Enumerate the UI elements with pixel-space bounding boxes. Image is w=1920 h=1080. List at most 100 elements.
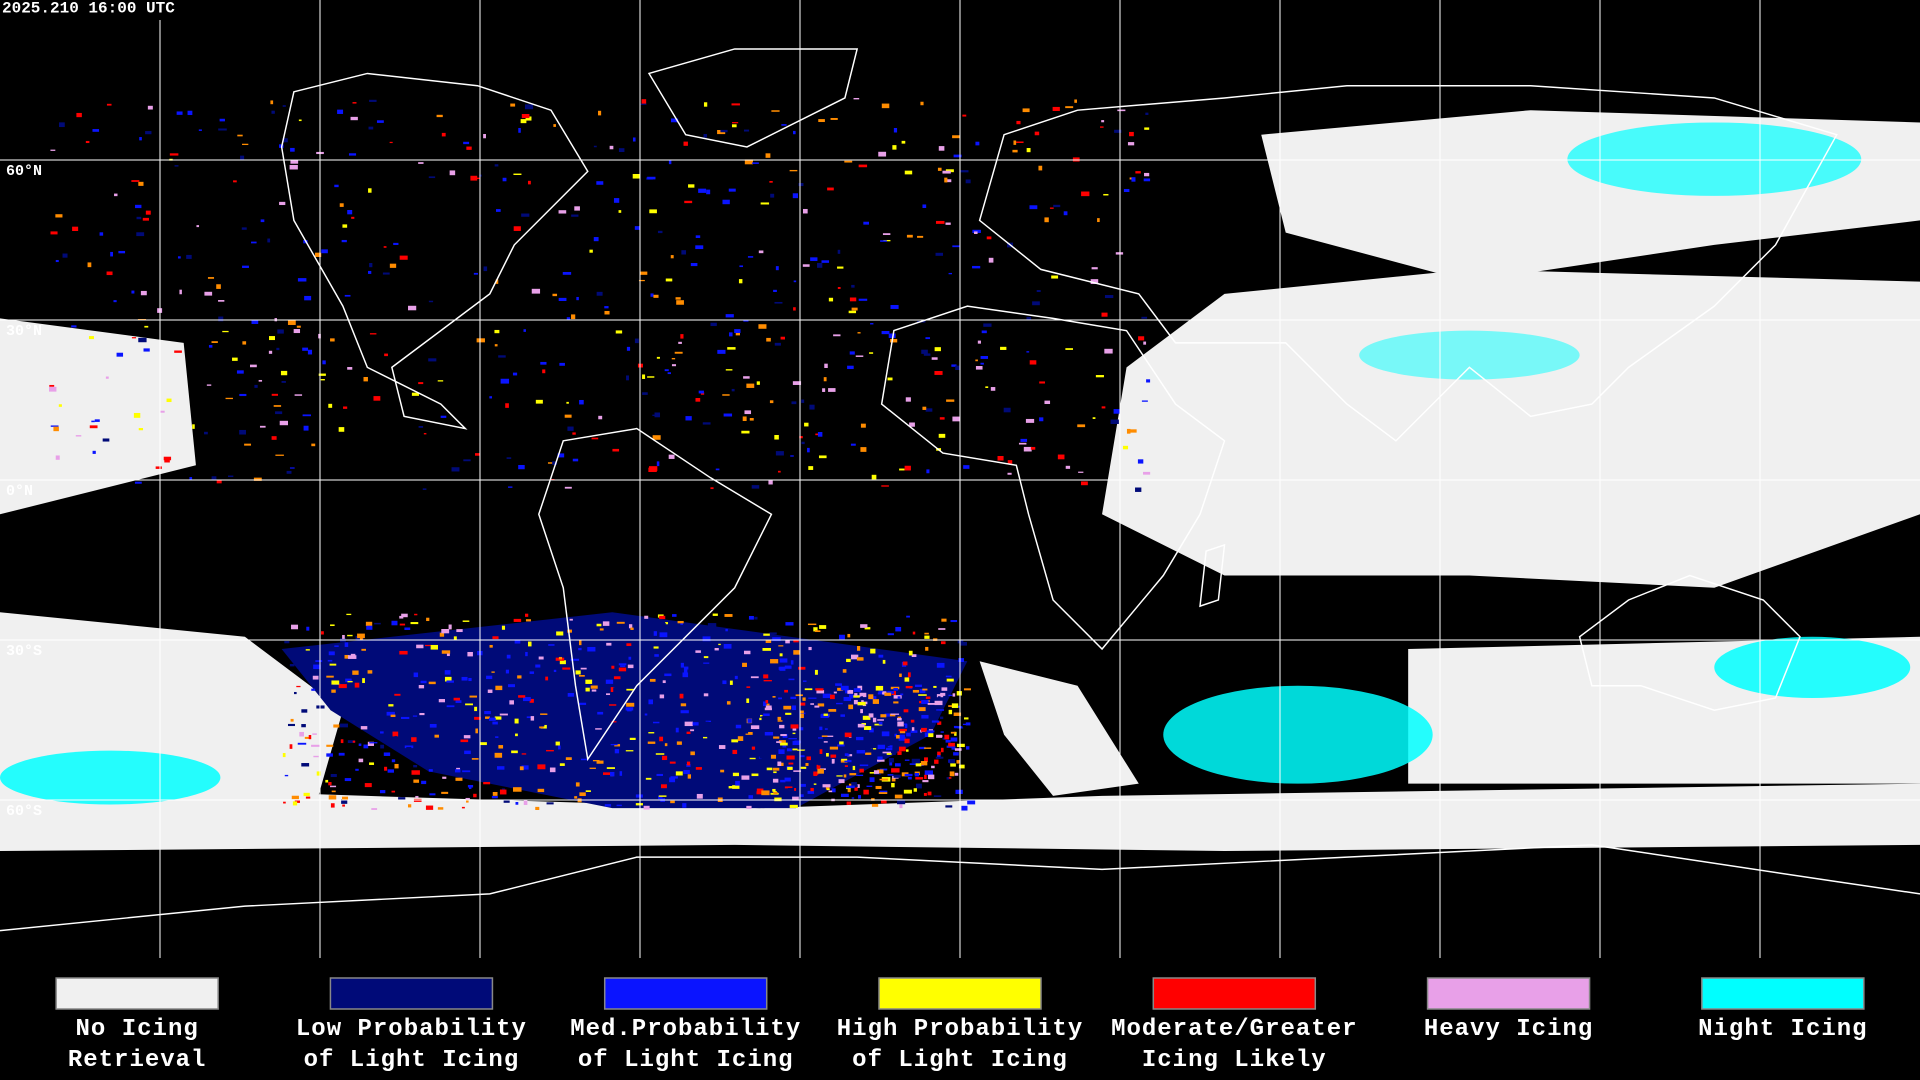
speckle	[817, 262, 823, 268]
speckle	[1144, 127, 1150, 130]
speckle	[343, 406, 348, 409]
speckle	[345, 669, 353, 673]
speckle	[789, 169, 798, 172]
speckle	[415, 795, 419, 798]
speckle	[887, 377, 893, 381]
speckle	[934, 371, 943, 375]
speckle	[923, 353, 931, 356]
speckle	[975, 141, 980, 146]
speckle	[790, 455, 794, 457]
speckle	[875, 685, 884, 691]
speckle	[650, 293, 654, 297]
speckle	[712, 613, 718, 616]
speckle	[618, 663, 627, 666]
speckle	[418, 382, 424, 385]
speckle	[572, 432, 576, 435]
speckle	[683, 769, 690, 775]
speckle	[675, 727, 679, 733]
speckle	[889, 713, 896, 717]
speckle	[874, 723, 883, 726]
speckle	[897, 799, 906, 805]
speckle	[328, 795, 337, 800]
speckle	[808, 646, 812, 651]
speckle	[906, 732, 911, 737]
speckle	[642, 374, 646, 379]
speckle	[518, 127, 521, 133]
speckle	[352, 670, 359, 675]
speckle	[952, 245, 961, 248]
speckle	[49, 386, 57, 392]
speckle	[574, 796, 578, 799]
speckle	[648, 699, 654, 705]
speckle	[557, 453, 565, 458]
speckle	[286, 470, 292, 474]
speckle	[1072, 157, 1080, 162]
speckle	[58, 404, 62, 407]
speckle	[242, 143, 249, 146]
speckle	[652, 414, 658, 416]
speckle	[927, 791, 932, 796]
speckle	[328, 781, 332, 786]
speckle	[734, 329, 741, 334]
speckle	[900, 693, 904, 696]
speckle	[872, 699, 880, 704]
speckle	[1090, 279, 1099, 284]
speckle	[548, 644, 555, 646]
legend-label: Moderate/Greater	[1111, 1016, 1357, 1043]
speckle	[369, 742, 378, 744]
speckle	[521, 113, 530, 119]
speckle	[879, 768, 888, 771]
speckle	[491, 671, 495, 673]
speckle	[671, 357, 676, 360]
speckle	[847, 365, 854, 370]
speckle	[325, 779, 329, 783]
speckle	[891, 768, 900, 773]
speckle	[558, 656, 563, 660]
speckle	[856, 736, 864, 741]
speckle	[239, 429, 246, 435]
speckle	[394, 736, 397, 738]
speckle	[501, 788, 505, 791]
speckle	[1146, 379, 1151, 383]
speckle	[751, 485, 760, 489]
speckle	[823, 713, 828, 716]
speckle	[575, 670, 581, 675]
speckle	[571, 214, 579, 217]
legend-label: of Light Icing	[578, 1047, 794, 1074]
speckle	[937, 721, 942, 725]
speckle	[761, 716, 769, 721]
speckle	[1063, 211, 1068, 216]
speckle	[373, 396, 381, 401]
speckle	[50, 149, 56, 151]
speckle	[670, 255, 674, 259]
speckle	[499, 713, 508, 716]
speckle	[463, 735, 471, 739]
speckle	[657, 230, 663, 234]
speckle	[508, 486, 513, 488]
speckle	[106, 103, 112, 106]
speckle	[741, 775, 750, 780]
speckle	[844, 765, 848, 767]
speckle	[237, 134, 243, 137]
speckle	[267, 238, 271, 243]
speckle	[870, 648, 876, 654]
speckle	[774, 797, 782, 802]
speckle	[839, 634, 845, 640]
speckle	[840, 793, 849, 797]
speckle	[805, 763, 809, 766]
speckle	[882, 691, 887, 695]
speckle	[680, 710, 689, 714]
speckle	[593, 237, 599, 242]
speckle	[495, 736, 499, 738]
speckle	[251, 241, 257, 244]
speckle	[878, 721, 883, 725]
speckle	[779, 648, 784, 653]
speckle	[687, 774, 692, 779]
speckle	[769, 180, 773, 183]
speckle	[326, 675, 334, 678]
speckle	[869, 728, 874, 733]
speckle	[277, 329, 284, 334]
speckle	[848, 310, 857, 314]
speckle	[521, 213, 530, 217]
speckle	[760, 724, 766, 727]
